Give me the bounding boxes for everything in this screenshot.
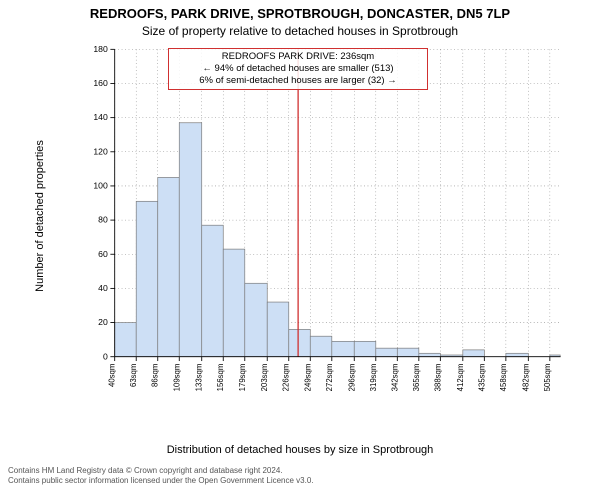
svg-text:160: 160 xyxy=(93,78,108,88)
chart-title-line1: REDROOFS, PARK DRIVE, SPROTBROUGH, DONCA… xyxy=(0,6,600,21)
svg-text:133sqm: 133sqm xyxy=(195,364,204,392)
svg-text:100: 100 xyxy=(93,181,108,191)
svg-text:458sqm: 458sqm xyxy=(499,364,508,392)
svg-text:435sqm: 435sqm xyxy=(477,364,486,392)
annotation-line1: REDROOFS PARK DRIVE: 236sqm xyxy=(175,51,421,63)
svg-text:20: 20 xyxy=(98,317,108,327)
svg-text:40: 40 xyxy=(98,283,108,293)
annotation-box: REDROOFS PARK DRIVE: 236sqm ← 94% of det… xyxy=(168,48,428,90)
svg-text:40sqm: 40sqm xyxy=(108,364,117,387)
svg-text:156sqm: 156sqm xyxy=(216,364,225,392)
svg-text:249sqm: 249sqm xyxy=(303,364,312,392)
svg-text:365sqm: 365sqm xyxy=(412,364,421,392)
footer-line2: Contains public sector information licen… xyxy=(8,476,314,486)
svg-text:63sqm: 63sqm xyxy=(129,364,138,387)
svg-text:180: 180 xyxy=(93,44,108,54)
svg-text:226sqm: 226sqm xyxy=(282,364,291,392)
svg-text:505sqm: 505sqm xyxy=(543,364,552,392)
svg-text:0: 0 xyxy=(103,351,108,361)
svg-text:482sqm: 482sqm xyxy=(521,364,530,392)
footer-line1: Contains HM Land Registry data © Crown c… xyxy=(8,466,314,476)
svg-text:86sqm: 86sqm xyxy=(151,364,160,387)
svg-text:272sqm: 272sqm xyxy=(325,364,334,392)
svg-text:60: 60 xyxy=(98,249,108,259)
svg-text:388sqm: 388sqm xyxy=(433,364,442,392)
svg-text:109sqm: 109sqm xyxy=(172,364,181,392)
annotation-line3: 6% of semi-detached houses are larger (3… xyxy=(175,75,421,87)
footer: Contains HM Land Registry data © Crown c… xyxy=(8,466,314,486)
svg-text:203sqm: 203sqm xyxy=(260,364,269,392)
svg-text:296sqm: 296sqm xyxy=(347,364,356,392)
svg-text:412sqm: 412sqm xyxy=(456,364,465,392)
annotation-line2: ← 94% of detached houses are smaller (51… xyxy=(175,63,421,75)
x-axis-label: Distribution of detached houses by size … xyxy=(0,444,600,456)
svg-text:140: 140 xyxy=(93,112,108,122)
histogram-svg: 0 20 40 60 80 100 120 140 160 180 40sqm 63sqm 86sqm 1… xyxy=(65,45,580,400)
svg-text:342sqm: 342sqm xyxy=(390,364,399,392)
svg-text:319sqm: 319sqm xyxy=(369,364,378,392)
svg-text:120: 120 xyxy=(93,146,108,156)
chart-container: REDROOFS, PARK DRIVE, SPROTBROUGH, DONCA… xyxy=(0,0,600,500)
chart-title-line2: Size of property relative to detached ho… xyxy=(0,24,600,38)
plot-area: 0 20 40 60 80 100 120 140 160 180 40sqm 63sqm 86sqm 1… xyxy=(65,45,580,400)
y-axis-label: Number of detached properties xyxy=(34,116,46,316)
svg-text:179sqm: 179sqm xyxy=(238,364,247,392)
svg-text:80: 80 xyxy=(98,215,108,225)
